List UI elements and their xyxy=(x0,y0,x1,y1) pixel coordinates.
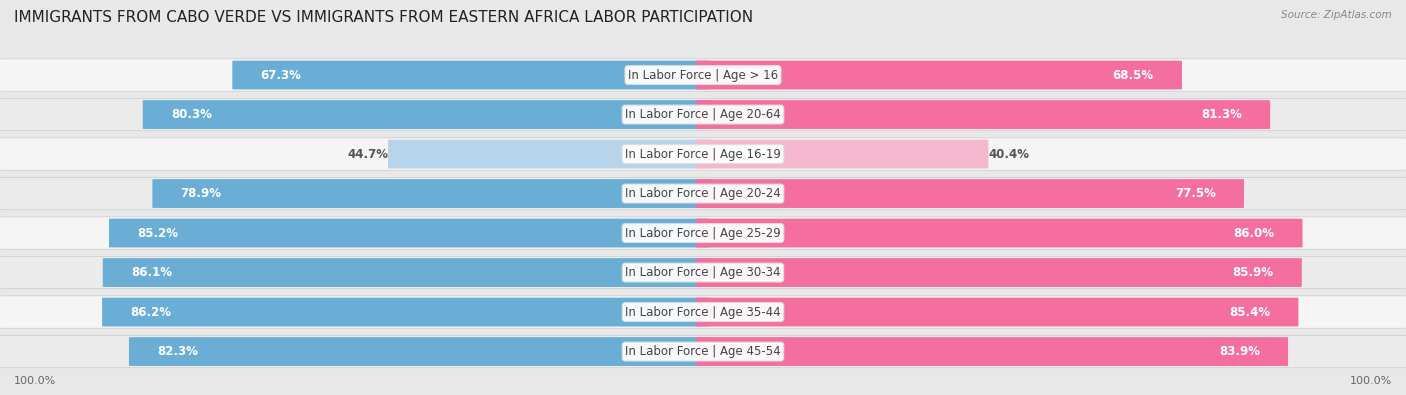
Text: 82.3%: 82.3% xyxy=(157,345,198,358)
Text: IMMIGRANTS FROM CABO VERDE VS IMMIGRANTS FROM EASTERN AFRICA LABOR PARTICIPATION: IMMIGRANTS FROM CABO VERDE VS IMMIGRANTS… xyxy=(14,10,754,25)
Text: 77.5%: 77.5% xyxy=(1175,187,1216,200)
FancyBboxPatch shape xyxy=(696,337,1288,366)
FancyBboxPatch shape xyxy=(103,298,710,326)
Text: 81.3%: 81.3% xyxy=(1201,108,1241,121)
FancyBboxPatch shape xyxy=(388,139,710,168)
Text: 86.1%: 86.1% xyxy=(131,266,172,279)
Text: In Labor Force | Age 20-24: In Labor Force | Age 20-24 xyxy=(626,187,780,200)
FancyBboxPatch shape xyxy=(0,335,1406,368)
Text: In Labor Force | Age 16-19: In Labor Force | Age 16-19 xyxy=(626,148,780,160)
FancyBboxPatch shape xyxy=(0,59,1406,91)
Text: 85.4%: 85.4% xyxy=(1229,306,1270,318)
FancyBboxPatch shape xyxy=(152,179,710,208)
Text: 83.9%: 83.9% xyxy=(1219,345,1260,358)
Text: In Labor Force | Age 25-29: In Labor Force | Age 25-29 xyxy=(626,227,780,239)
Text: 86.2%: 86.2% xyxy=(131,306,172,318)
FancyBboxPatch shape xyxy=(129,337,710,366)
FancyBboxPatch shape xyxy=(0,177,1406,210)
Text: In Labor Force | Age 20-64: In Labor Force | Age 20-64 xyxy=(626,108,780,121)
FancyBboxPatch shape xyxy=(0,256,1406,289)
FancyBboxPatch shape xyxy=(110,219,710,247)
Text: In Labor Force | Age 35-44: In Labor Force | Age 35-44 xyxy=(626,306,780,318)
Text: 78.9%: 78.9% xyxy=(180,187,222,200)
FancyBboxPatch shape xyxy=(0,217,1406,249)
Text: 80.3%: 80.3% xyxy=(172,108,212,121)
FancyBboxPatch shape xyxy=(696,100,1270,129)
FancyBboxPatch shape xyxy=(0,296,1406,328)
Text: 68.5%: 68.5% xyxy=(1112,69,1154,81)
FancyBboxPatch shape xyxy=(696,258,1302,287)
FancyBboxPatch shape xyxy=(696,179,1244,208)
Text: 67.3%: 67.3% xyxy=(260,69,301,81)
FancyBboxPatch shape xyxy=(143,100,710,129)
FancyBboxPatch shape xyxy=(0,138,1406,170)
Text: 40.4%: 40.4% xyxy=(988,148,1029,160)
Text: In Labor Force | Age 30-34: In Labor Force | Age 30-34 xyxy=(626,266,780,279)
Text: 86.0%: 86.0% xyxy=(1233,227,1274,239)
Text: In Labor Force | Age 45-54: In Labor Force | Age 45-54 xyxy=(626,345,780,358)
FancyBboxPatch shape xyxy=(0,98,1406,131)
Text: 85.9%: 85.9% xyxy=(1233,266,1274,279)
Text: 85.2%: 85.2% xyxy=(138,227,179,239)
FancyBboxPatch shape xyxy=(696,298,1298,326)
FancyBboxPatch shape xyxy=(696,60,1182,89)
FancyBboxPatch shape xyxy=(232,60,710,89)
Text: 100.0%: 100.0% xyxy=(1350,376,1392,386)
FancyBboxPatch shape xyxy=(103,258,710,287)
Text: Source: ZipAtlas.com: Source: ZipAtlas.com xyxy=(1281,10,1392,20)
FancyBboxPatch shape xyxy=(696,219,1302,247)
Text: In Labor Force | Age > 16: In Labor Force | Age > 16 xyxy=(628,69,778,81)
Text: 44.7%: 44.7% xyxy=(347,148,388,160)
FancyBboxPatch shape xyxy=(696,139,988,168)
Text: 100.0%: 100.0% xyxy=(14,376,56,386)
